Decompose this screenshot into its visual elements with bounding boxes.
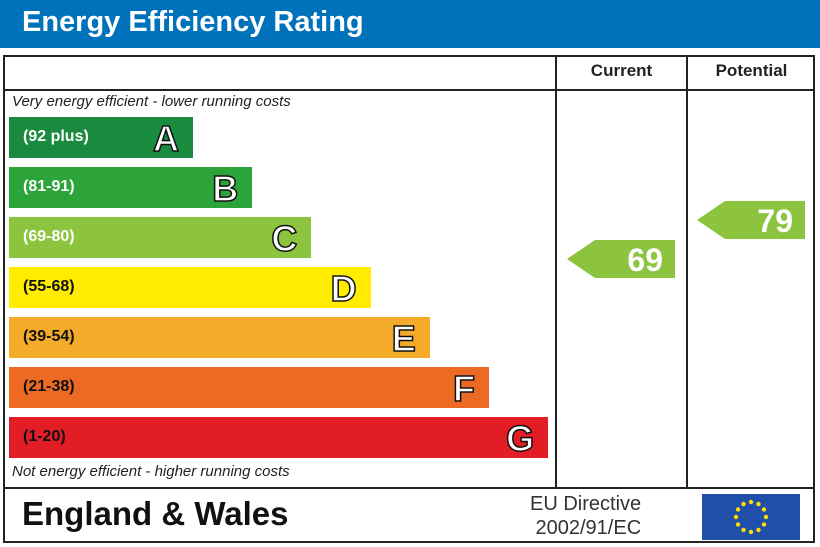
band-bar-c: (69-80) C [9, 217, 312, 260]
band-range: (1-20) [23, 428, 66, 445]
eu-star [741, 501, 746, 507]
potential-column-header: Potential [715, 61, 788, 80]
band-range: (55-68) [23, 278, 75, 295]
current-column-header: Current [590, 61, 653, 80]
band-bar-d: (55-68) D [9, 267, 371, 310]
current-arrow-shape [567, 240, 675, 278]
band-letter: A [152, 117, 180, 160]
eu-star [756, 527, 761, 533]
eu-directive-line2: 2002/91/EC [535, 517, 642, 539]
eu-directive: EU Directive 2002/91/EC [530, 492, 641, 540]
potential-rating-value: 79 [757, 203, 793, 239]
eu-flag-icon [702, 494, 800, 540]
band-bar-f: (21-38) F [9, 367, 489, 410]
band-letter: F [452, 367, 476, 410]
bottom-note: Not energy efficient - higher running co… [12, 463, 290, 480]
band-bar-e: (39-54) E [9, 317, 430, 360]
country-label: England & Wales [22, 495, 289, 532]
band-bar-a: (92 plus) A [9, 117, 193, 160]
eu-star [735, 522, 741, 527]
eu-star [748, 499, 754, 505]
band-letter: E [391, 317, 417, 360]
eu-star [756, 501, 761, 507]
band-range: (21-38) [23, 378, 75, 395]
band-letter: D [330, 267, 358, 310]
band-range: (81-91) [23, 178, 75, 195]
band-range: (69-80) [23, 228, 75, 245]
band-bar-g: (1-20) G [9, 417, 549, 460]
potential-arrow-shape [697, 201, 805, 239]
band-letter: C [271, 217, 299, 260]
eu-star [748, 529, 754, 535]
header-bar [0, 0, 820, 48]
eu-star [761, 507, 767, 512]
eu-star [735, 507, 741, 512]
divider [686, 55, 688, 489]
eu-star [733, 514, 739, 520]
band-range: (92 plus) [23, 128, 89, 145]
rating-table [3, 55, 815, 543]
eu-star [763, 514, 769, 520]
top-note: Very energy efficient - lower running co… [12, 93, 291, 110]
band-letter: B [211, 167, 239, 210]
eu-star [741, 527, 746, 533]
band-range: (39-54) [23, 328, 75, 345]
potential-rating-arrow: 79 [697, 201, 805, 239]
current-rating-value: 69 [627, 242, 663, 278]
band-bar-b: (81-91) B [9, 167, 253, 210]
eu-directive-line1: EU Directive [530, 493, 642, 515]
divider [3, 487, 815, 489]
eu-star [761, 522, 767, 527]
page-title: Energy Efficiency Rating [22, 6, 364, 38]
divider [555, 55, 557, 489]
divider [3, 89, 815, 91]
current-rating-arrow: 69 [567, 240, 675, 278]
band-letter: G [505, 417, 535, 460]
